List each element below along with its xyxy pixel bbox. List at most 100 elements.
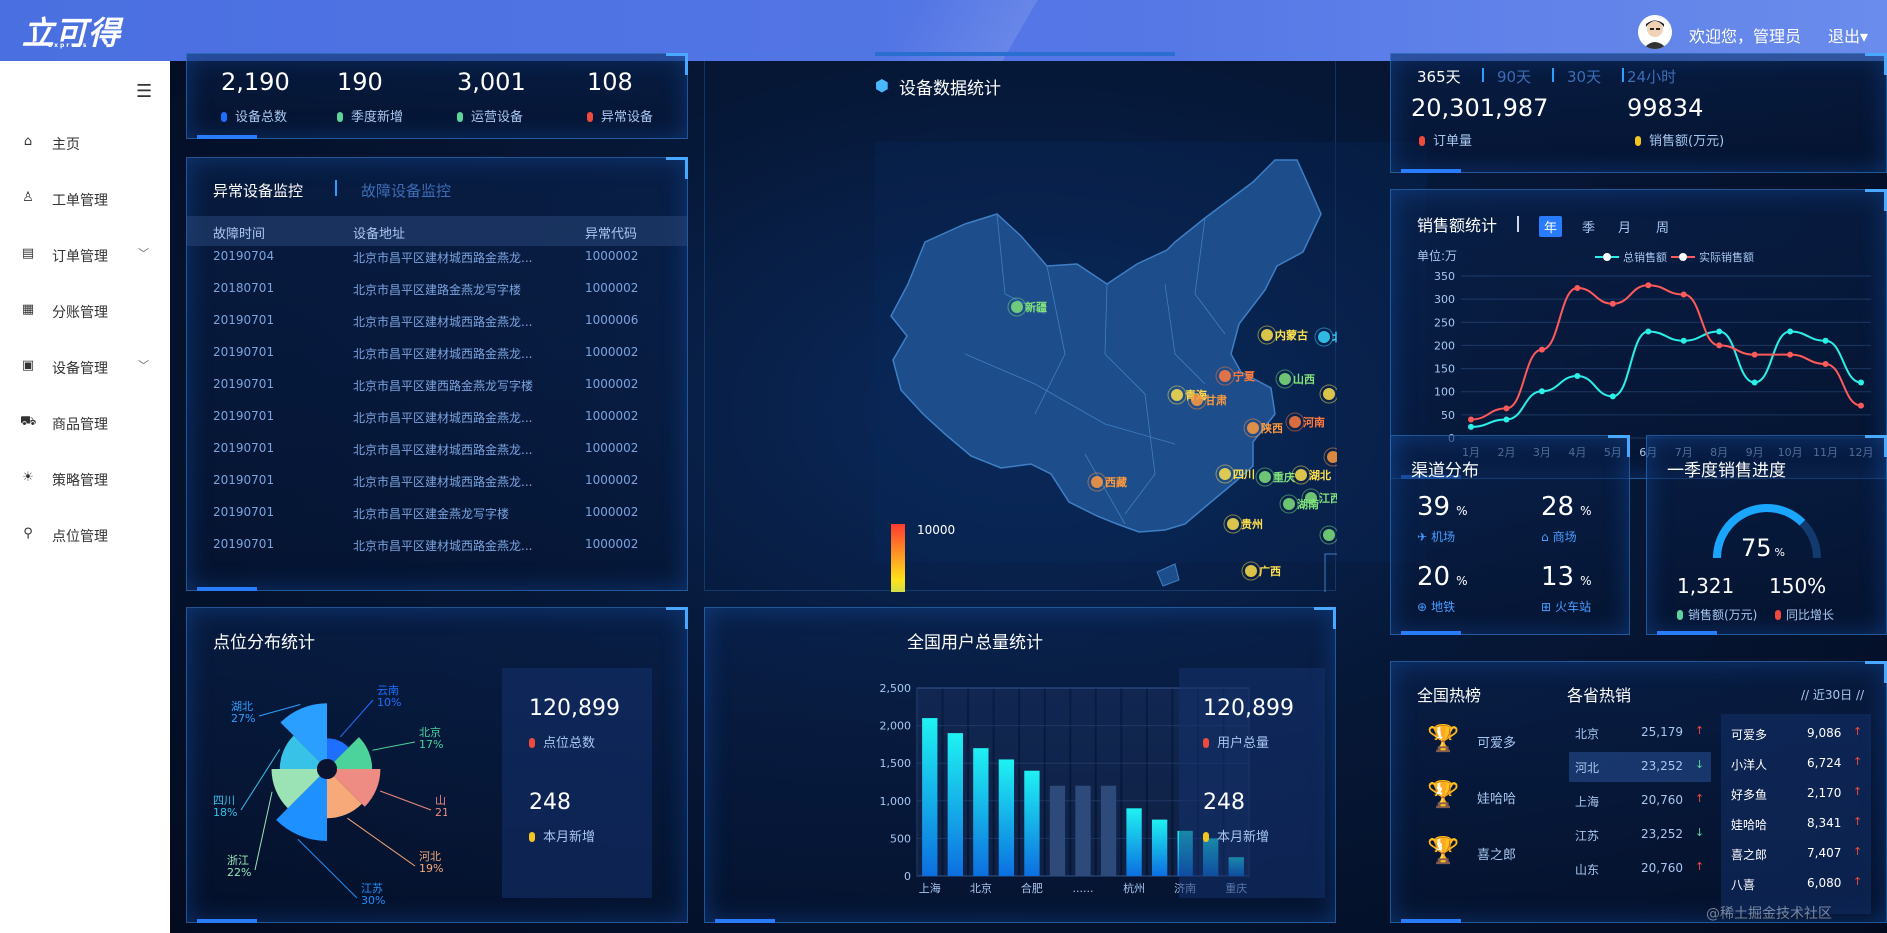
logo[interactable]: 立可得 Express [22,8,121,54]
quarter-title: 一季度销售进度 [1667,461,1786,481]
map-marker[interactable] [1245,565,1257,577]
hamburger-menu-icon[interactable]: ☰ [136,81,153,102]
bar[interactable] [922,718,938,876]
arrow-up-icon: ↑ [1853,755,1863,768]
bar[interactable] [1126,808,1142,876]
tab-sales-2[interactable]: 月 [1618,221,1632,236]
data-point [1538,346,1545,353]
tab-sales-0[interactable]: 年 [1539,216,1563,237]
map-marker[interactable] [1279,373,1291,385]
sidebar-item-3[interactable]: ▦ 分账管理 [0,292,170,332]
province-row[interactable]: 河北 23,252 ↓ [1569,752,1711,782]
slice-percent: 10% [377,696,401,709]
map-marker[interactable] [1219,370,1231,382]
sidebar-item-0[interactable]: ⌂ 主页 [0,124,170,164]
table-row[interactable]: 20190701 北京市昌平区建材城西路金燕龙... 1000006 [187,304,687,336]
sidebar-item-5[interactable]: ⛟ 商品管理 [0,404,170,444]
sidebar-item-4[interactable]: ▣ 设备管理 ﹀ [0,348,170,388]
map-marker[interactable] [1283,498,1295,510]
cell-code: 1000002 [585,505,639,519]
legend-label: 实际销售额 [1699,250,1754,264]
tab-period-0[interactable]: 365天 [1417,68,1461,86]
table-row[interactable]: 20190701 北京市昌平区建材城西路金燕龙... 1000002 [187,400,687,432]
cell-code: 1000002 [585,537,639,551]
bar[interactable] [947,733,963,876]
tab-fault-monitor[interactable]: 故障设备监控 [361,182,452,200]
bar[interactable] [973,748,989,876]
map-marker[interactable] [1259,471,1271,483]
avatar[interactable] [1638,15,1672,49]
map-marker[interactable] [1171,389,1183,401]
product-row[interactable]: 娃哈哈 8,341 ↑ [1721,810,1871,838]
province-border [1194,217,1226,335]
map-marker[interactable] [1219,468,1231,480]
sidebar-item-1[interactable]: ♙ 工单管理 [0,180,170,220]
bar[interactable] [1049,785,1066,876]
slice-percent: 30% [361,894,385,907]
tab-period-3[interactable]: 24小时 [1627,68,1677,86]
map-marker[interactable] [1091,476,1103,488]
province-row[interactable]: 北京 25,179 ↑ [1569,718,1711,748]
map-marker[interactable] [1318,331,1330,343]
bar[interactable] [1151,819,1168,876]
table-row[interactable]: 20190701 北京市昌平区建金燕龙写字楼 1000002 [187,496,687,528]
province-row[interactable]: 上海 20,760 ↑ [1569,786,1711,816]
y-tick-label: 150 [1434,363,1455,376]
map-marker[interactable] [1191,394,1203,406]
bar[interactable] [998,759,1015,876]
sidebar-item-6[interactable]: ☀ 策略管理 [0,460,170,500]
map-marker[interactable] [1011,301,1023,313]
sidebar-item-2[interactable]: ▤ 订单管理 ﹀ [0,236,170,276]
product-row[interactable]: 好多鱼 2,170 ↑ [1721,780,1871,808]
tab-sales-3[interactable]: 周 [1656,221,1670,236]
table-row[interactable]: 20190701 北京市昌平区建材城西路金燕龙... 1000002 [187,336,687,368]
map-marker[interactable] [1261,329,1273,341]
bar[interactable] [1075,785,1091,876]
province-border [1034,265,1066,415]
province-row[interactable]: 江苏 23,252 ↓ [1569,820,1711,850]
tab-period-1[interactable]: 90天 [1497,68,1532,86]
map-marker[interactable] [1227,518,1239,530]
device-stat-label: 设备总数 [221,106,287,125]
hot-item[interactable]: 🏆 2 娃哈哈 [1427,780,1547,812]
hot-item[interactable]: 🏆 1 可爱多 [1427,724,1547,756]
map-marker[interactable] [1289,416,1301,428]
table-row[interactable]: 20190701 北京市昌平区建材城西路金燕龙... 1000002 [187,528,687,560]
map-marker[interactable] [1323,388,1335,400]
table-row[interactable]: 20190701 北京市昌平区建材城西路金燕龙... 1000002 [187,432,687,464]
product-value: 9,086 [1807,726,1842,740]
china-map[interactable]: 100000新疆黑龙江吉林辽宁内蒙古北京市宁夏山西山东青海甘肃河南陕西江苏上海西… [705,54,1337,592]
tab-abnormal-monitor[interactable]: 异常设备监控 [213,182,304,200]
hot-item[interactable]: 🏆 3 喜之郎 [1427,836,1547,868]
data-point [1468,423,1474,430]
hainan-island [1156,563,1180,587]
logout-menu[interactable]: 退出▾ [1828,23,1868,47]
table-row[interactable]: 20190701 北京市昌平区建材城西路金燕龙... 1000002 [187,464,687,496]
sidebar-item-7[interactable]: ⚲ 点位管理 [0,516,170,556]
table-row[interactable]: 20190704 北京市昌平区建材城西路金燕龙... 1000002 [187,248,687,272]
data-point [1822,360,1829,367]
product-row[interactable]: 可爱多 9,086 ↑ [1721,720,1871,748]
bar[interactable] [1024,770,1040,876]
province-row[interactable]: 山东 20,760 ↑ [1569,854,1711,884]
y-tick-label: 500 [890,832,911,845]
map-marker-ring [1319,525,1337,545]
map-marker[interactable] [1323,529,1335,541]
bar[interactable] [1100,785,1117,876]
cell-code: 1000002 [585,473,639,487]
arrow-up-icon: ↑ [1695,860,1705,873]
map-marker[interactable] [1305,492,1317,504]
tab-period-2[interactable]: 30天 [1567,68,1602,86]
table-body[interactable]: 20190704 北京市昌平区建材城西路金燕龙... 1000002 20180701… [187,248,687,588]
y-tick-label: 50 [1441,409,1455,422]
product-row[interactable]: 八喜 6,080 ↑ [1721,870,1871,898]
product-row[interactable]: 喜之郎 7,407 ↑ [1721,840,1871,868]
tab-sales-1[interactable]: 季 [1582,221,1596,236]
table-row[interactable]: 20190701 北京市昌平区建西路金燕龙写字楼 1000002 [187,368,687,400]
map-marker[interactable] [1295,469,1307,481]
map-marker[interactable] [1247,422,1259,434]
map-marker[interactable] [1327,451,1337,463]
table-row[interactable]: 20180701 北京市昌平区建路金燕龙写字楼 1000002 [187,272,687,304]
product-row[interactable]: 小洋人 6,724 ↑ [1721,750,1871,778]
